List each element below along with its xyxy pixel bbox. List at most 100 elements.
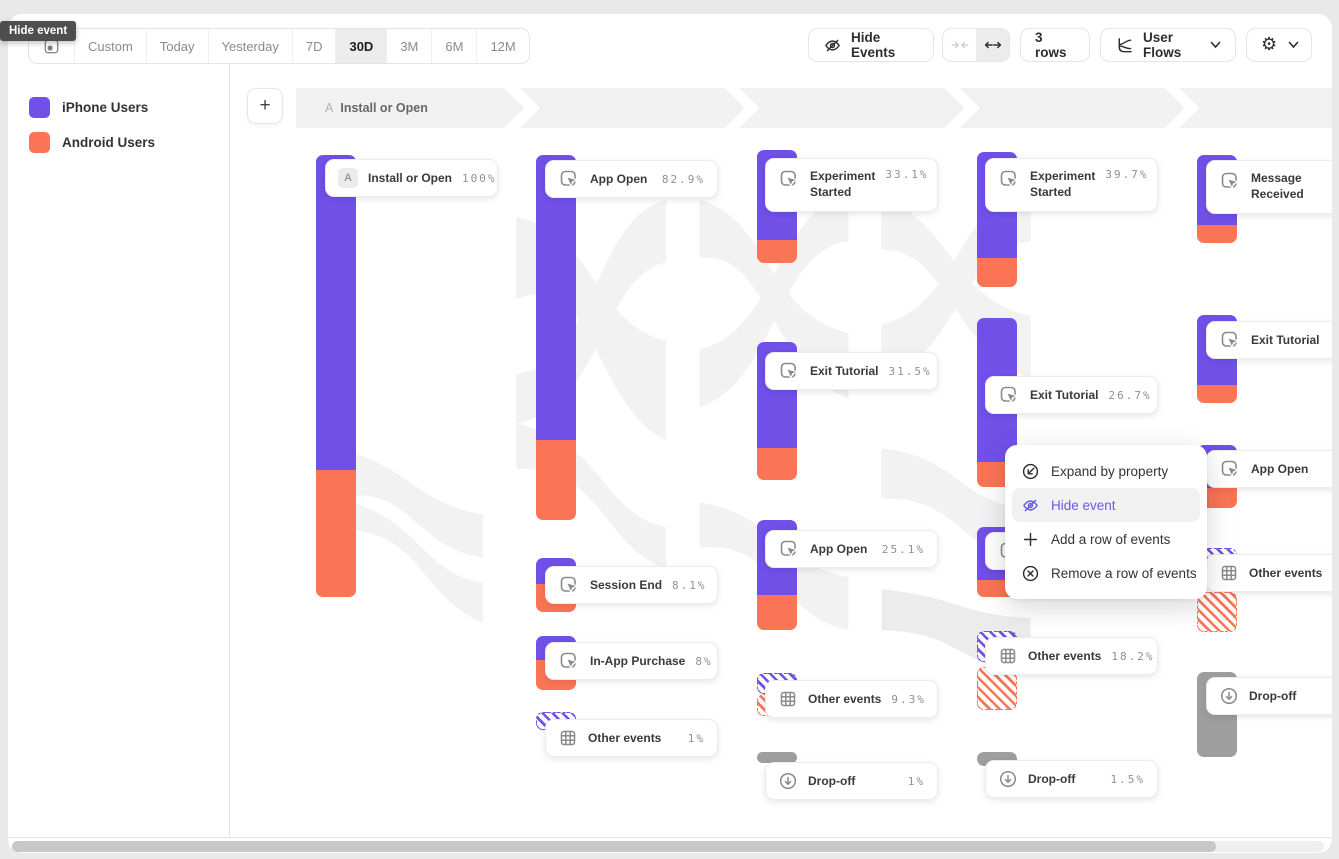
legend-item-iphone-users[interactable]: iPhone Users: [29, 97, 148, 118]
date-range-today[interactable]: Today: [145, 29, 208, 63]
grid-icon: [998, 646, 1018, 666]
node-name: Experiment Started: [1030, 169, 1096, 200]
menu-item-expand-by-property[interactable]: Expand by property: [1012, 454, 1200, 488]
node-name: Drop-off: [1249, 688, 1297, 703]
flow-node-card-drop-off[interactable]: Drop-off: [1206, 677, 1332, 715]
cursor-click-icon: [998, 168, 1020, 190]
app-window: [8, 14, 1332, 853]
bar-segment-android: [536, 440, 576, 520]
bar-segment-iphone: [536, 155, 576, 440]
view-type-label: User Flows: [1143, 30, 1182, 60]
tooltip-label: Hide event: [9, 25, 68, 37]
bar-segment-android: [316, 470, 356, 597]
cursor-click-icon: [1219, 458, 1241, 480]
node-name: In-App Purchase: [590, 653, 686, 668]
expand-columns-button[interactable]: [976, 29, 1009, 61]
gear-icon: ⚙: [1261, 34, 1278, 55]
cursor-click-icon: [558, 168, 580, 190]
expand-property-icon: [1021, 462, 1040, 481]
cursor-click-icon: [558, 574, 580, 596]
date-range-control: Custom Today Yesterday 7D 30D 3M 6M 12M: [28, 28, 530, 64]
flow-node-card-install-or-open[interactable]: A Install or Open 100%: [325, 159, 498, 197]
breadcrumb-step-letter: A: [325, 101, 334, 115]
flow-node-card-experiment-started[interactable]: Experiment Started 33.1%: [765, 158, 938, 212]
flow-node-card-app-open[interactable]: App Open 25.1%: [765, 530, 938, 568]
legend-swatch-orange: [29, 132, 50, 153]
date-range-7d[interactable]: 7D: [291, 29, 336, 63]
node-name: Other events: [1249, 565, 1323, 580]
dropoff-bar[interactable]: [757, 752, 797, 763]
cursor-click-icon: [1219, 329, 1241, 351]
collapse-columns-button[interactable]: [943, 29, 976, 61]
flow-node-card-session-end[interactable]: Session End 8.1%: [545, 566, 718, 604]
menu-item-label: Expand by property: [1051, 463, 1169, 479]
other-events-hatch-android[interactable]: [1197, 592, 1237, 632]
flow-node-card-exit-tutorial[interactable]: Exit Tutorial 26.7%: [985, 376, 1158, 414]
step-breadcrumb[interactable]: A Install or Open: [296, 88, 1332, 128]
node-percentage: 25.1%: [881, 542, 925, 556]
menu-item-hide-event[interactable]: Hide event: [1012, 488, 1200, 522]
hide-event-tooltip: Hide event: [0, 21, 77, 41]
date-range-3m[interactable]: 3M: [386, 29, 431, 63]
menu-item-remove-a-row-of-events[interactable]: Remove a row of events: [1012, 556, 1200, 590]
date-range-12m[interactable]: 12M: [476, 29, 528, 63]
date-range-yesterday[interactable]: Yesterday: [207, 29, 292, 63]
flow-node-card-exit-tutorial[interactable]: Exit Tutorial: [1206, 321, 1332, 359]
flow-node-card-experiment-started[interactable]: Experiment Started 39.7%: [985, 158, 1158, 212]
node-name: Experiment Started: [810, 169, 876, 200]
dropoff-arrow-icon: [1219, 686, 1239, 706]
rows-label: 3 rows: [1035, 30, 1067, 60]
hide-events-button[interactable]: Hide Events: [808, 28, 934, 62]
grid-icon: [778, 689, 798, 709]
plus-icon: [1021, 530, 1040, 549]
date-range-6m[interactable]: 6M: [431, 29, 476, 63]
node-percentage: 82.9%: [661, 172, 705, 186]
node-percentage: 8.1%: [672, 578, 707, 592]
flow-node-card-app-open[interactable]: App Open 82.9%: [545, 160, 718, 198]
cursor-click-icon: [998, 384, 1020, 406]
node-percentage: 39.7%: [1105, 168, 1149, 181]
view-type-dropdown[interactable]: User Flows: [1100, 28, 1236, 62]
flow-node-card-drop-off[interactable]: Drop-off 1.5%: [985, 760, 1158, 798]
node-percentage: 1%: [907, 774, 925, 788]
bar-segment-android: [977, 258, 1017, 287]
dropoff-arrow-icon: [998, 769, 1018, 789]
node-name: Other events: [1028, 648, 1102, 663]
flow-node-bar-app-open[interactable]: [536, 155, 576, 520]
flow-node-bar-install-or-open[interactable]: [316, 155, 356, 597]
node-name: Drop-off: [808, 773, 856, 788]
add-step-button[interactable]: +: [247, 88, 283, 124]
breadcrumb-chevrons: [504, 88, 1200, 128]
cursor-click-icon: [1219, 170, 1241, 192]
node-name: Exit Tutorial: [1251, 332, 1320, 347]
flow-node-card-drop-off[interactable]: Drop-off 1%: [765, 762, 938, 800]
cursor-click-icon: [778, 168, 800, 190]
date-range-30d[interactable]: 30D: [335, 29, 387, 63]
eye-off-icon: [1021, 496, 1040, 515]
flow-node-card-message-received[interactable]: Message Received: [1206, 160, 1332, 214]
flow-node-card-other-events[interactable]: Other events 18.2%: [985, 637, 1158, 675]
flow-node-card-app-open[interactable]: App Open: [1206, 450, 1332, 488]
node-percentage: 100%: [462, 171, 497, 185]
menu-item-add-a-row-of-events[interactable]: Add a row of events: [1012, 522, 1200, 556]
flow-node-card-in-app-purchase[interactable]: In-App Purchase 8%: [545, 642, 718, 680]
flow-node-card-exit-tutorial[interactable]: Exit Tutorial 31.5%: [765, 352, 938, 390]
node-percentage: 9.3%: [891, 692, 926, 706]
node-name: App Open: [590, 171, 648, 186]
rows-button[interactable]: 3 rows: [1020, 28, 1090, 62]
settings-dropdown[interactable]: ⚙: [1246, 28, 1312, 62]
flow-node-card-other-events[interactable]: Other events 9.3%: [765, 680, 938, 718]
flow-node-card-other-events[interactable]: Other events: [1206, 554, 1332, 592]
flow-node-card-other-events[interactable]: Other events 1%: [545, 719, 718, 757]
node-percentage: 33.1%: [885, 168, 929, 181]
flow-chart-canvas[interactable]: A Install or Open 100% App Open 82.9% Session…: [229, 64, 1332, 837]
horizontal-scrollbar-thumb[interactable]: [12, 841, 1216, 852]
cursor-click-icon: [778, 538, 800, 560]
legend-item-android-users[interactable]: Android Users: [29, 132, 155, 153]
date-range-custom[interactable]: Custom: [74, 29, 146, 63]
node-name: Drop-off: [1028, 771, 1076, 786]
bar-segment-android: [1197, 488, 1237, 508]
node-name: Other events: [588, 730, 662, 745]
cursor-click-icon: [778, 360, 800, 382]
x-circle-icon: [1021, 564, 1040, 583]
